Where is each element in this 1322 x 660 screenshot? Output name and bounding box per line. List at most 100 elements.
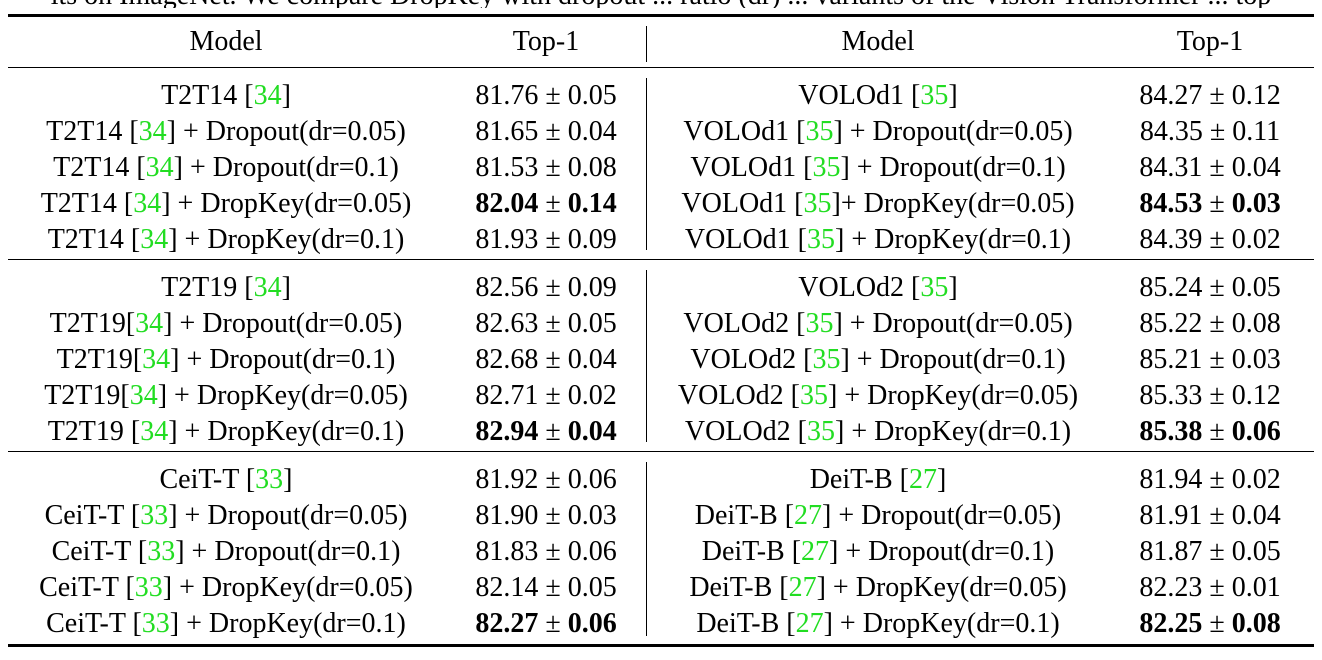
top1-value: 82.04 ± 0.14 xyxy=(475,188,617,219)
model-name: VOLOd1 [35]+ DropKey(dr=0.05) xyxy=(681,188,1075,219)
citation-link[interactable]: 34 xyxy=(129,380,158,411)
citation-link[interactable]: 27 xyxy=(794,500,823,531)
citation-link[interactable]: 33 xyxy=(134,572,163,603)
citation-link[interactable]: 35 xyxy=(807,224,836,255)
group-rule xyxy=(8,259,1314,261)
top1-value: 85.33 ± 0.12 xyxy=(1139,380,1281,411)
bottom-rule xyxy=(8,644,1314,647)
model-name: DeiT-B [27] + DropKey(dr=0.05) xyxy=(689,572,1067,603)
model-name: T2T19[34] + Dropout(dr=0.1) xyxy=(56,344,396,375)
top1-value: 84.53 ± 0.03 xyxy=(1139,188,1281,219)
citation-link[interactable]: 34 xyxy=(142,344,171,375)
model-name: T2T19[34] + Dropout(dr=0.05) xyxy=(49,308,403,339)
column-separator xyxy=(646,462,647,636)
model-name: VOLOd1 [35] + Dropout(dr=0.05) xyxy=(683,116,1073,147)
top1-value: 82.25 ± 0.08 xyxy=(1139,608,1281,639)
header-model: Model xyxy=(189,26,263,57)
model-name: CeiT-T [33] xyxy=(159,464,293,495)
citation-link[interactable]: 35 xyxy=(920,272,949,303)
top1-value: 82.14 ± 0.05 xyxy=(475,572,617,603)
top1-value: 82.71 ± 0.02 xyxy=(475,380,617,411)
citation-link[interactable]: 33 xyxy=(140,500,169,531)
table-caption-fragment: lts on ImageNet. We compare DropKey with… xyxy=(0,0,1322,8)
top1-value: 82.63 ± 0.05 xyxy=(475,308,617,339)
citation-link[interactable]: 33 xyxy=(147,536,176,567)
model-name: CeiT-T [33] + DropKey(dr=0.05) xyxy=(39,572,413,603)
citation-link[interactable]: 34 xyxy=(140,416,169,447)
citation-link[interactable]: 27 xyxy=(788,572,817,603)
top1-value: 82.94 ± 0.04 xyxy=(475,416,617,447)
top1-value: 81.94 ± 0.02 xyxy=(1139,464,1281,495)
top1-value: 84.27 ± 0.12 xyxy=(1139,80,1281,111)
model-name: T2T14 [34] + Dropout(dr=0.1) xyxy=(53,152,399,183)
citation-link[interactable]: 34 xyxy=(145,152,174,183)
citation-link[interactable]: 35 xyxy=(805,308,834,339)
citation-link[interactable]: 35 xyxy=(803,188,832,219)
model-name: VOLOd1 [35] + Dropout(dr=0.1) xyxy=(690,152,1066,183)
model-name: DeiT-B [27] + Dropout(dr=0.1) xyxy=(701,536,1055,567)
model-name: VOLOd2 [35] + DropKey(dr=0.05) xyxy=(677,380,1079,411)
citation-link[interactable]: 34 xyxy=(140,224,169,255)
top1-value: 81.53 ± 0.08 xyxy=(475,152,617,183)
citation-link[interactable]: 27 xyxy=(908,464,937,495)
model-name: VOLOd2 [35] xyxy=(798,272,958,303)
top1-value: 84.31 ± 0.04 xyxy=(1139,152,1281,183)
top1-value: 84.35 ± 0.11 xyxy=(1139,116,1281,147)
top1-value: 82.27 ± 0.06 xyxy=(475,608,617,639)
top1-value: 82.56 ± 0.09 xyxy=(475,272,617,303)
citation-link[interactable]: 35 xyxy=(920,80,949,111)
model-name: T2T14 [34] xyxy=(161,80,291,111)
model-name: T2T14 [34] + DropKey(dr=0.1) xyxy=(47,224,405,255)
citation-link[interactable]: 35 xyxy=(812,152,841,183)
citation-link[interactable]: 27 xyxy=(795,608,824,639)
citation-link[interactable]: 35 xyxy=(800,380,829,411)
model-name: T2T14 [34] + Dropout(dr=0.05) xyxy=(46,116,406,147)
top1-value: 85.24 ± 0.05 xyxy=(1139,272,1281,303)
top1-value: 81.90 ± 0.03 xyxy=(475,500,617,531)
citation-link[interactable]: 34 xyxy=(135,308,164,339)
top1-value: 82.23 ± 0.01 xyxy=(1139,572,1281,603)
group-rule xyxy=(8,451,1314,453)
top1-value: 85.38 ± 0.06 xyxy=(1139,416,1281,447)
citation-link[interactable]: 27 xyxy=(801,536,830,567)
citation-link[interactable]: 34 xyxy=(253,272,282,303)
citation-link[interactable]: 35 xyxy=(807,416,836,447)
top1-value: 81.92 ± 0.06 xyxy=(475,464,617,495)
top1-value: 81.83 ± 0.06 xyxy=(475,536,617,567)
group-rule xyxy=(8,67,1314,69)
citation-link[interactable]: 34 xyxy=(253,80,282,111)
citation-link[interactable]: 33 xyxy=(255,464,284,495)
model-name: VOLOd1 [35] xyxy=(798,80,958,111)
top1-value: 85.21 ± 0.03 xyxy=(1139,344,1281,375)
model-name: T2T14 [34] + DropKey(dr=0.05) xyxy=(40,188,412,219)
citation-link[interactable]: 33 xyxy=(141,608,170,639)
model-name: CeiT-T [33] + DropKey(dr=0.1) xyxy=(46,608,406,639)
header-top1: Top-1 xyxy=(1176,26,1244,57)
top1-value: 81.87 ± 0.05 xyxy=(1139,536,1281,567)
model-name: DeiT-B [27] + DropKey(dr=0.1) xyxy=(696,608,1060,639)
column-separator xyxy=(646,78,647,250)
citation-link[interactable]: 35 xyxy=(812,344,841,375)
column-separator xyxy=(646,270,647,442)
top1-value: 85.22 ± 0.08 xyxy=(1139,308,1281,339)
header-model: Model xyxy=(841,26,915,57)
model-name: VOLOd2 [35] + Dropout(dr=0.05) xyxy=(683,308,1073,339)
model-name: CeiT-T [33] + Dropout(dr=0.1) xyxy=(51,536,401,567)
top1-value: 82.68 ± 0.04 xyxy=(475,344,617,375)
top1-value: 84.39 ± 0.02 xyxy=(1139,224,1281,255)
top1-value: 81.65 ± 0.04 xyxy=(475,116,617,147)
top1-value: 81.93 ± 0.09 xyxy=(475,224,617,255)
model-name: VOLOd1 [35] + DropKey(dr=0.1) xyxy=(684,224,1072,255)
citation-link[interactable]: 34 xyxy=(138,116,167,147)
model-name: DeiT-B [27] + Dropout(dr=0.05) xyxy=(694,500,1062,531)
citation-link[interactable]: 35 xyxy=(805,116,834,147)
model-name: CeiT-T [33] + Dropout(dr=0.05) xyxy=(44,500,408,531)
model-name: VOLOd2 [35] + DropKey(dr=0.1) xyxy=(684,416,1072,447)
top1-value: 81.76 ± 0.05 xyxy=(475,80,617,111)
model-name: T2T19 [34] xyxy=(161,272,291,303)
top1-value: 81.91 ± 0.04 xyxy=(1139,500,1281,531)
citation-link[interactable]: 34 xyxy=(133,188,162,219)
model-name: DeiT-B [27] xyxy=(809,464,947,495)
column-separator xyxy=(646,26,647,62)
model-name: T2T19[34] + DropKey(dr=0.05) xyxy=(44,380,408,411)
